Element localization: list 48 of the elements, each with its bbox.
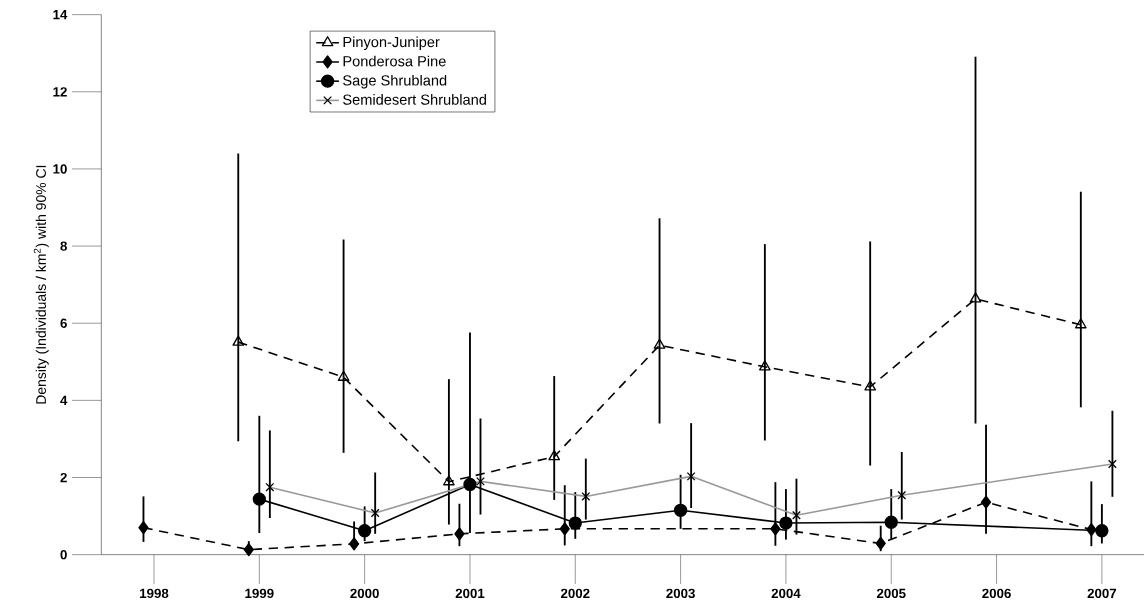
point [884, 515, 898, 530]
y-axis-title: Density (Individuals / km$^{2}$) with 90% CI [33, 166, 49, 404]
point [337, 370, 350, 382]
point [770, 522, 781, 536]
point [1086, 523, 1097, 537]
point [1074, 318, 1087, 329]
x-tick-label: 2001 [455, 588, 485, 599]
point [138, 521, 149, 535]
x-tick-label: 2002 [560, 588, 590, 599]
legend-label: Pinyon-Juniper [343, 36, 440, 51]
legend-label: Sage Shrubland [343, 75, 447, 89]
point [243, 543, 254, 557]
y-tick-label: 8 [60, 241, 67, 251]
y-tick-label: 6 [60, 318, 67, 329]
x-tick-label: 1999 [245, 588, 274, 599]
y-tick-label: 14 [53, 10, 68, 20]
y-tick-label: 10 [53, 164, 67, 174]
y-tick-label: 12 [53, 87, 67, 97]
point [673, 503, 688, 518]
point [454, 527, 465, 541]
point [357, 524, 372, 538]
point [348, 537, 360, 551]
x-tick-label: 2006 [982, 588, 1011, 599]
x-tick-label: 2007 [1087, 588, 1117, 599]
point [969, 292, 982, 303]
point [568, 516, 582, 530]
y-tick-label: 0 [60, 550, 67, 560]
x-tick-label: 1998 [140, 588, 169, 599]
point [864, 380, 877, 391]
y-tick-label: 4 [60, 395, 68, 406]
point [252, 492, 266, 506]
point [548, 450, 561, 461]
legend-label: Semidesert Shrubland [343, 94, 486, 105]
point [1095, 524, 1109, 538]
y-tick-label: 2 [60, 473, 67, 483]
x-tick-label: 2004 [771, 588, 801, 599]
legend-label: Ponderosa Pine [343, 55, 446, 67]
point [779, 516, 793, 530]
point [232, 335, 245, 346]
point [653, 338, 666, 350]
x-tick-label: 2005 [876, 588, 906, 599]
point [559, 522, 570, 536]
point [443, 475, 455, 486]
point [980, 495, 992, 510]
x-tick-label: 2000 [350, 588, 379, 599]
x-tick-label: 2003 [666, 588, 695, 599]
point [463, 477, 477, 492]
point [759, 360, 771, 371]
